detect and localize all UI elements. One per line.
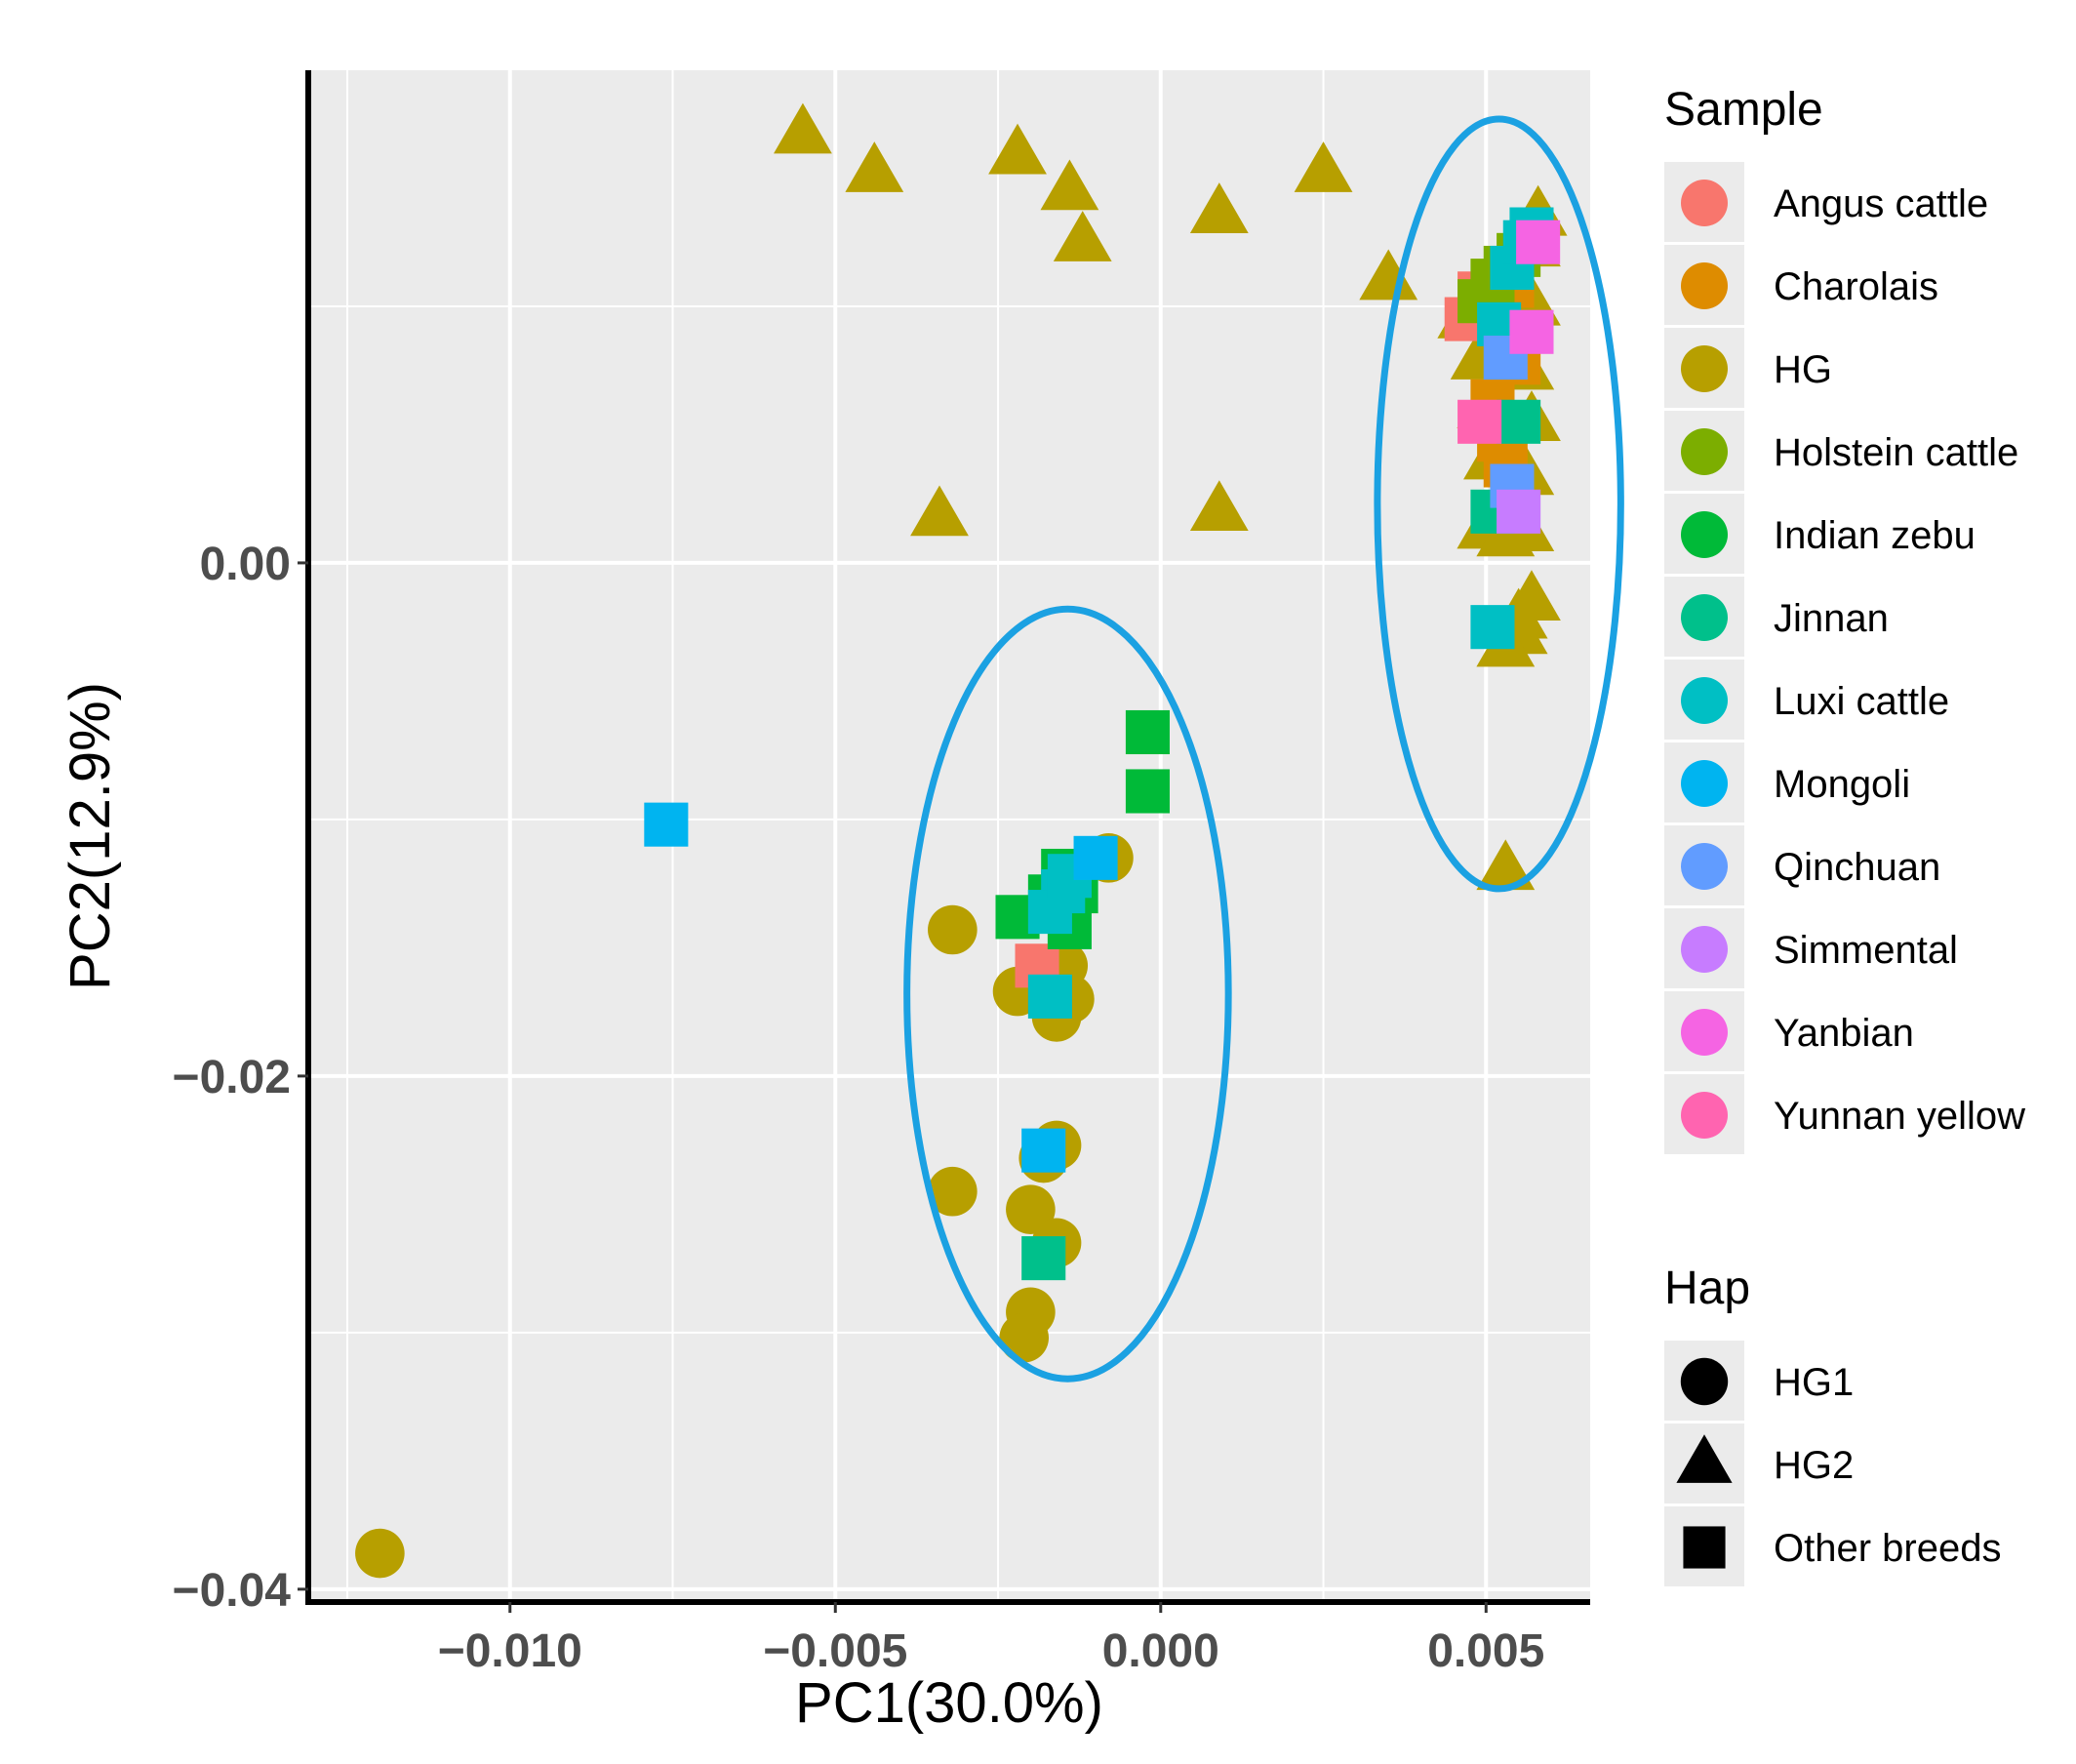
legend-sample-label: Charolais [1774, 265, 1938, 308]
legend-hap-label: HG1 [1774, 1361, 1854, 1404]
x-axis-title: PC1(30.0%) [795, 1671, 1103, 1735]
point-hg-hg2 [1359, 249, 1418, 301]
point-hg-hg2 [1053, 211, 1112, 261]
point-hg-hg2 [1189, 182, 1249, 233]
point-hg-hg1 [928, 904, 978, 955]
point-simmental [1497, 489, 1541, 534]
legend-hap-title: Hap [1664, 1263, 1750, 1314]
legend-sample-label: Yanbian [1774, 1012, 1914, 1055]
y-tick-label: −0.02 [173, 1052, 291, 1103]
point-indian-zebu [1125, 709, 1170, 755]
point-hg-hg1 [1006, 1184, 1056, 1234]
legend-key-square [1683, 1526, 1726, 1569]
x-tick-labels: −0.010 −0.005 0.000 0.005 [438, 1602, 1544, 1677]
legend-sample-label: Holstein cattle [1774, 431, 2018, 474]
y-tick-label: 0.00 [200, 539, 291, 590]
legend-key-swatch [1681, 594, 1728, 641]
legend-key-swatch [1681, 677, 1728, 724]
legend-sample-label: Indian zebu [1774, 514, 1976, 557]
legend-key-swatch [1681, 262, 1728, 309]
point-mongoli [1021, 1128, 1066, 1173]
point-hg-hg1 [999, 1312, 1050, 1363]
point-hg-hg1 [928, 1166, 978, 1217]
legend-sample-label: Mongoli [1774, 763, 1910, 806]
point-luxi-cattle [1470, 605, 1515, 650]
legend-key-swatch [1681, 180, 1728, 226]
point-yunnan-yellow [1457, 399, 1502, 444]
point-hg-hg2 [845, 141, 904, 192]
y-tick-labels: −0.04 −0.02 0.00 [173, 539, 308, 1617]
legend-key-swatch [1681, 428, 1728, 475]
point-hg-hg2 [1189, 480, 1249, 532]
y-tick-label: −0.04 [173, 1565, 292, 1617]
point-hg-hg1 [355, 1528, 405, 1579]
point-hg-hg2 [988, 123, 1047, 175]
point-hg-hg2 [1040, 159, 1099, 211]
legend-sample: Sample Angus cattle Charolais HG Holstein c… [1664, 84, 2025, 1154]
legend-sample-label: HG [1774, 348, 1832, 391]
point-hg-hg2 [1476, 839, 1536, 891]
point-jinnan [1021, 1236, 1066, 1281]
legend-key-swatch [1681, 345, 1728, 392]
legend-sample-title: Sample [1664, 84, 1823, 136]
x-tick-label: 0.005 [1427, 1625, 1544, 1677]
legend-key-swatch [1681, 1092, 1728, 1139]
legend-sample-label: Simmental [1774, 929, 1958, 972]
legend-sample-label: Angus cattle [1774, 182, 1988, 225]
y-axis-title: PC2(12.9%) [59, 682, 122, 990]
legend-hap-label: Other breeds [1774, 1527, 2001, 1570]
cluster-ellipses [903, 115, 1624, 1383]
legend-key-swatch [1681, 760, 1728, 807]
point-mongoli [1073, 835, 1118, 880]
legend-key-triangle [1676, 1434, 1733, 1483]
point-luxi-cattle [1027, 974, 1072, 1019]
legend-key-swatch [1681, 843, 1728, 890]
point-yanbian [1516, 220, 1561, 264]
point-yanbian [1509, 309, 1554, 354]
axes [305, 70, 1590, 1605]
point-hg-hg2 [910, 485, 969, 537]
legend-hap: Hap HG1 HG2 Other breeds [1664, 1263, 2001, 1586]
legend-hap-label: HG2 [1774, 1444, 1854, 1487]
plot-panel [308, 70, 1590, 1602]
point-hg-hg2 [1294, 141, 1353, 192]
point-mongoli [644, 802, 689, 847]
x-tick-label: −0.010 [438, 1625, 582, 1677]
legend-key-swatch [1681, 926, 1728, 973]
x-tick-label: 0.000 [1102, 1625, 1219, 1677]
cluster-ellipse-1 [903, 605, 1232, 1383]
cluster-ellipse-2 [1374, 115, 1624, 893]
point-indian-zebu [1125, 769, 1170, 814]
legend-key-circle [1680, 1357, 1729, 1406]
legend-sample-label: Yunnan yellow [1774, 1095, 2025, 1138]
legend-sample-label: Luxi cattle [1774, 680, 1949, 723]
legend-sample-label: Jinnan [1774, 597, 1889, 640]
x-tick-label: −0.005 [763, 1625, 907, 1677]
legend-sample-label: Qinchuan [1774, 846, 1940, 889]
legend-key-swatch [1681, 1009, 1728, 1056]
legend-key-swatch [1681, 511, 1728, 558]
point-jinnan [1497, 399, 1541, 444]
point-hg-hg2 [774, 102, 832, 154]
data-points [355, 102, 1568, 1579]
